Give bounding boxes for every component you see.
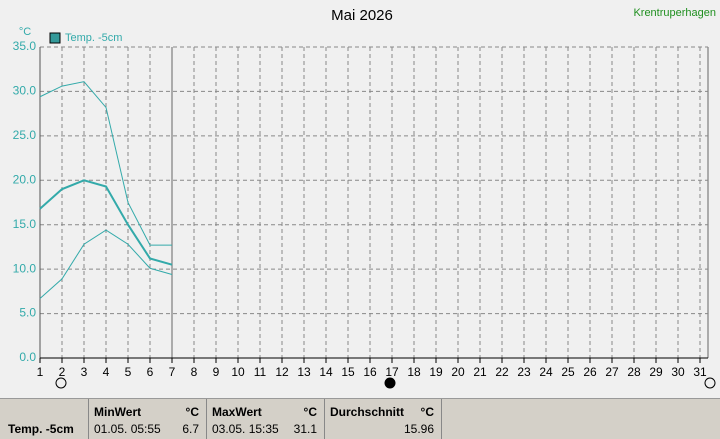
legend: Temp. -5cm [49, 32, 122, 44]
x-tick-label: 14 [319, 365, 333, 379]
x-tick-label: 1 [37, 365, 44, 379]
moon-icon [384, 377, 396, 389]
y-tick-label: 20.0 [13, 172, 37, 186]
y-tick-label: 10.0 [13, 261, 37, 275]
x-tick-label: 4 [103, 365, 110, 379]
x-tick-label: 3 [81, 365, 88, 379]
min-unit: °C [185, 405, 199, 419]
x-tick-label: 2 [59, 365, 66, 379]
series-line [39, 81, 172, 246]
x-tick-label: 18 [407, 365, 421, 379]
station: Krentruperhagen [633, 7, 716, 19]
x-tick-label: 5 [125, 365, 132, 379]
min-value: 6.7 [182, 422, 199, 436]
chart-bg [0, 0, 720, 398]
y-tick-label: 15.0 [13, 217, 37, 231]
avg-value: 15.96 [403, 422, 434, 436]
legend-label: Temp. -5cm [65, 32, 122, 44]
legend-swatch [49, 32, 61, 44]
x-tick-label: 21 [473, 365, 487, 379]
chart-title: Mai 2026 [331, 7, 393, 24]
series-line [39, 229, 173, 299]
x-tick-label: 17 [385, 365, 399, 379]
footer-cell: Temp. -5cm [0, 399, 89, 439]
x-tick-label: 30 [671, 365, 685, 379]
x-tick-label: 6 [147, 365, 154, 379]
max-value: 31.1 [293, 422, 317, 436]
moon-icon [55, 377, 67, 389]
sensor: Temp. -5cm [8, 422, 74, 436]
y-tick-label: 35.0 [13, 39, 37, 53]
max-time: 03.05. 15:35 [212, 422, 279, 436]
x-tick-label: 28 [627, 365, 641, 379]
x-tick-label: 22 [495, 365, 509, 379]
x-tick-label: 9 [213, 365, 220, 379]
x-tick-label: 12 [275, 365, 289, 379]
min-time: 01.05. 05:55 [94, 422, 161, 436]
y-tick-label: 25.0 [13, 128, 37, 142]
chart: Mai 2026 Krentruperhagen °C Temp. -5cm 0… [0, 0, 720, 398]
x-tick-label: 13 [297, 365, 311, 379]
x-tick-label: 7 [169, 365, 176, 379]
y-tick-label: 0.0 [19, 350, 36, 364]
x-tick-label: 27 [605, 365, 619, 379]
footer: Temp. -5cm MinWert °C 01.05. 05:55 6.7 M… [0, 398, 720, 439]
x-tick-label: 16 [363, 365, 377, 379]
y-tick-label: 5.0 [19, 306, 36, 320]
avg-unit: °C [420, 405, 434, 419]
x-tick-label: 19 [429, 365, 443, 379]
series-line [39, 179, 173, 266]
footer-cell: Durchschnitt °C 15.96 [325, 399, 442, 439]
y-tick-label: 30.0 [13, 84, 37, 98]
x-tick-label: 29 [649, 365, 663, 379]
footer-cell: MinWert °C 01.05. 05:55 6.7 [89, 399, 207, 439]
min-title: MinWert [94, 405, 142, 419]
x-tick-label: 8 [191, 365, 198, 379]
moon-icon [704, 377, 716, 389]
y-unit: °C [19, 26, 31, 38]
x-tick-label: 15 [341, 365, 355, 379]
footer-cell: MaxWert °C 03.05. 15:35 31.1 [207, 399, 325, 439]
x-tick-label: 31 [693, 365, 707, 379]
x-tick-label: 23 [517, 365, 531, 379]
max-unit: °C [303, 405, 317, 419]
x-tick-label: 25 [561, 365, 575, 379]
x-tick-label: 20 [451, 365, 465, 379]
x-tick-label: 26 [583, 365, 597, 379]
avg-title: Durchschnitt [330, 405, 405, 419]
x-tick-label: 24 [539, 365, 553, 379]
x-tick-label: 10 [231, 365, 245, 379]
x-tick-label: 11 [254, 365, 267, 379]
max-title: MaxWert [212, 405, 262, 419]
